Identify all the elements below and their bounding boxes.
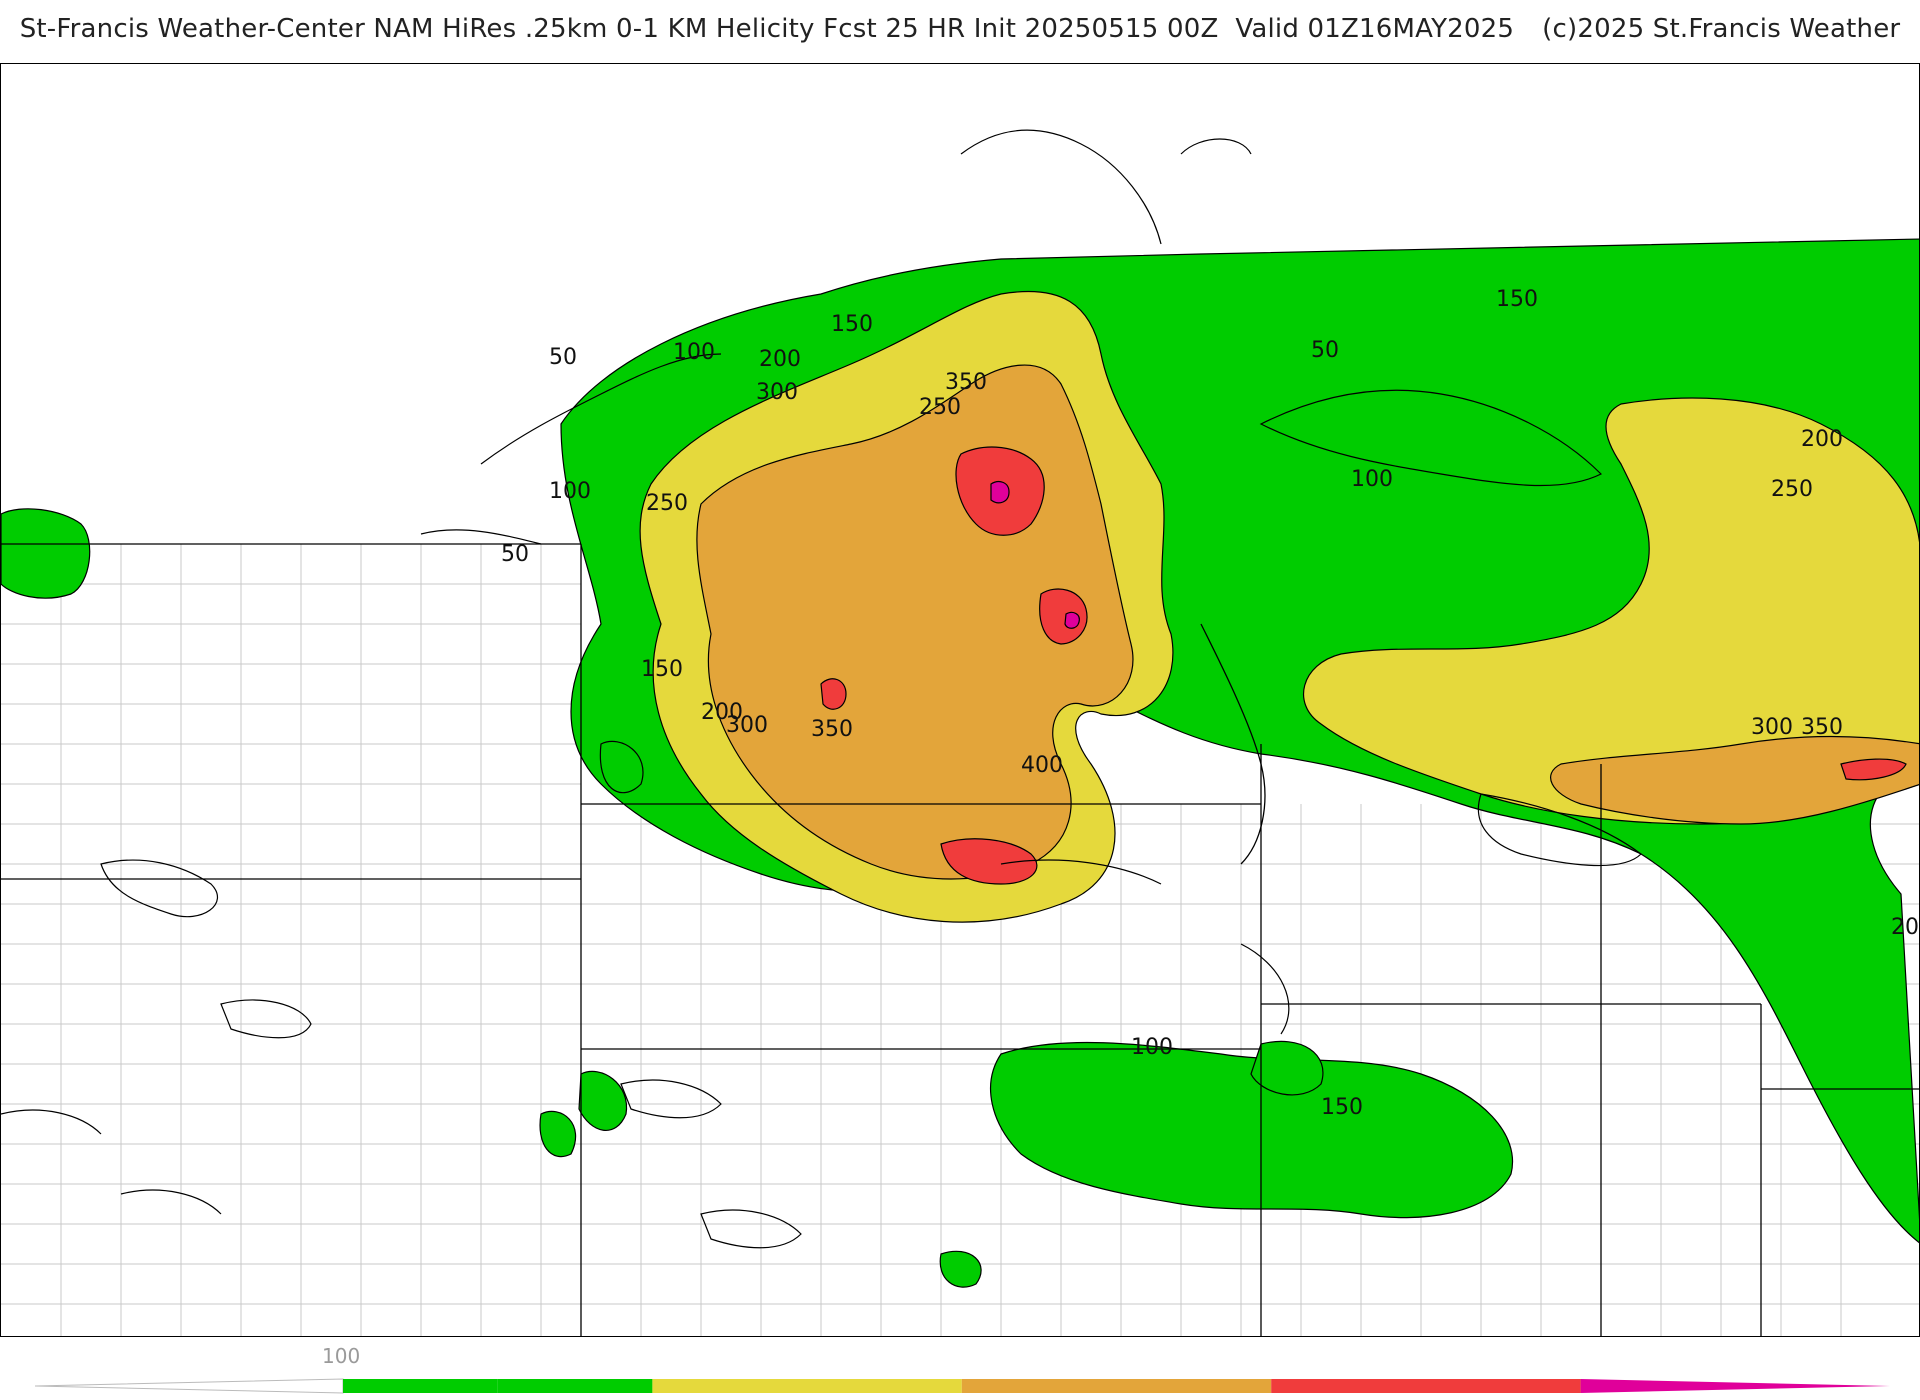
contour-label: 50 xyxy=(1311,338,1339,363)
colorbar-segment xyxy=(652,1379,962,1393)
colorbar-segment xyxy=(1271,1379,1581,1393)
colorbar-wedge-low xyxy=(34,1378,344,1394)
contour-label: 250 xyxy=(1771,477,1813,502)
map-canvas: 50 100 150 200 250 300 350 400 50 100 15… xyxy=(1,129,1920,1336)
colorbar-segment xyxy=(1580,1379,1890,1393)
contour-label: 350 xyxy=(1801,715,1843,740)
contour-label: 150 xyxy=(1321,1095,1363,1120)
contour-labels: 50 100 150 200 250 300 350 400 50 100 15… xyxy=(501,287,1920,1120)
contour-label: 50 xyxy=(549,345,577,370)
contour-label: 100 xyxy=(1351,467,1393,492)
contour-label: 100 xyxy=(549,479,591,504)
title-text: St-Francis Weather-Center NAM HiRes .25k… xyxy=(19,14,1515,44)
colorbar-segment xyxy=(343,1379,498,1393)
contour-label: 300 xyxy=(756,380,798,405)
contour-label: 400 xyxy=(1021,753,1063,778)
colorbar-segments xyxy=(34,1378,1890,1394)
contour-label: 250 xyxy=(646,491,688,516)
contour-label: 100 xyxy=(673,340,715,365)
state-borders xyxy=(1,543,1919,1336)
colorbar xyxy=(34,1378,1890,1394)
contour-label: 150 xyxy=(641,657,683,682)
colorbar-segment xyxy=(497,1379,653,1393)
contour-label: 200 xyxy=(759,347,801,372)
contour-label: 300 xyxy=(1751,715,1793,740)
colorbar-tick-label: 100 xyxy=(322,1344,361,1368)
contour-label: 200 xyxy=(701,700,743,725)
contour-label: 150 xyxy=(1496,287,1538,312)
copyright-text: (c)2025 St.Francis Weather xyxy=(1542,14,1901,44)
contour-label: 200 xyxy=(1801,427,1843,452)
contour-label: 350 xyxy=(945,370,987,395)
helicity-fill-500-plus xyxy=(990,481,1080,629)
contour-label: 150 xyxy=(831,312,873,337)
contour-label: 100 xyxy=(1131,1035,1173,1060)
helicity-fill-400-500 xyxy=(820,446,1907,885)
contour-lines-50 xyxy=(1,129,1642,1249)
contour-label: 350 xyxy=(811,717,853,742)
contour-label: 200 xyxy=(1891,915,1920,940)
colorbar-segment xyxy=(961,1379,1272,1393)
map-title: St-Francis Weather-Center NAM HiRes .25k… xyxy=(0,14,1920,44)
helicity-map: 50 100 150 200 250 300 350 400 50 100 15… xyxy=(0,63,1920,1337)
contour-label: 50 xyxy=(501,542,529,567)
contour-label: 300 xyxy=(726,713,768,738)
contour-label: 250 xyxy=(919,395,961,420)
